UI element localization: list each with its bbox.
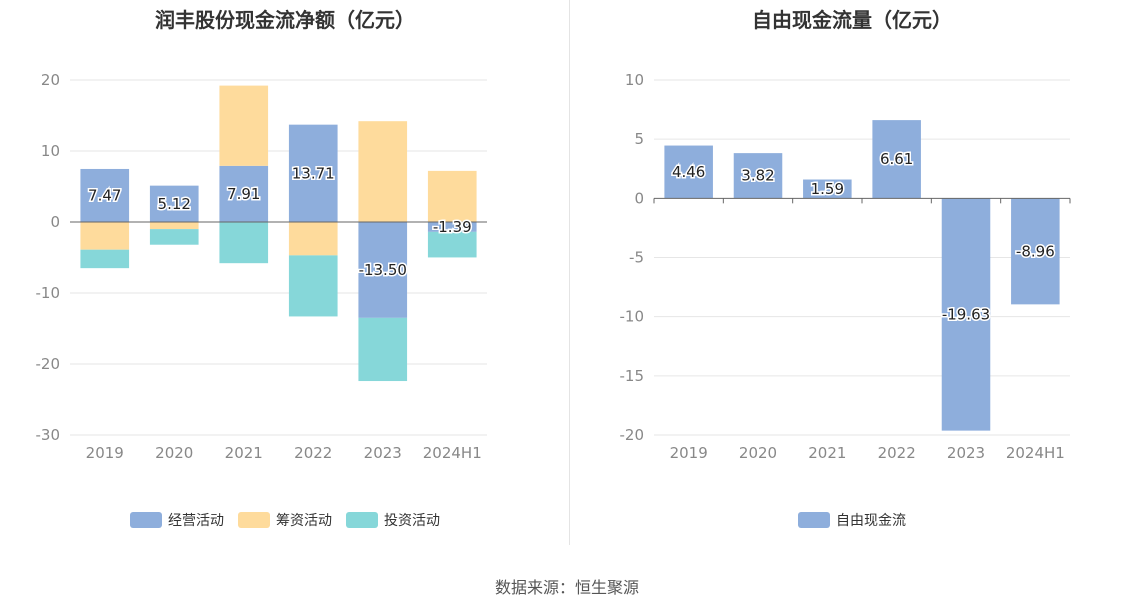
panel-divider	[569, 0, 570, 545]
x-tick-label: 2023	[364, 444, 402, 462]
bar-经营活动-2021	[219, 165, 269, 222]
x-tick-label: 2022	[878, 444, 916, 462]
legend: 自由现金流	[570, 510, 1134, 530]
data-label: -13.50	[359, 261, 407, 279]
legend-item[interactable]: 经营活动	[130, 510, 224, 530]
data-label: 3.82	[741, 167, 774, 185]
y-tick-label: -20	[620, 426, 645, 444]
legend-label: 经营活动	[168, 513, 224, 529]
x-tick-label: 2020	[739, 444, 777, 462]
data-label: 13.71	[292, 164, 335, 182]
chart-title: 润丰股份现金流净额（亿元）	[155, 8, 415, 32]
bar-投资活动-2021	[219, 222, 269, 264]
bar-投资活动-2023	[358, 317, 408, 382]
data-label: 1.59	[811, 180, 844, 198]
bar-经营活动-2023	[358, 222, 408, 318]
bar-筹资活动-2021	[219, 85, 269, 166]
bar-自由现金流-2021	[803, 179, 852, 199]
y-tick-label: 5	[634, 130, 644, 148]
x-tick-label: 2020	[155, 444, 193, 462]
legend-swatch	[798, 512, 830, 528]
x-tick-label: 2024H1	[1006, 444, 1065, 462]
y-tick-label: 10	[41, 142, 60, 160]
data-label: 6.61	[880, 150, 913, 168]
bar-投资活动-2024H1	[427, 231, 477, 258]
data-source-note: 数据来源：恒生聚源	[494, 578, 639, 597]
legend-swatch	[346, 512, 378, 528]
y-tick-label: 20	[41, 71, 60, 89]
data-label: 7.91	[227, 185, 260, 203]
bar-筹资活动-2022	[288, 222, 338, 256]
bar-经营活动-2019	[80, 168, 130, 222]
bar-自由现金流-2022	[872, 120, 921, 199]
y-tick-label: 0	[50, 213, 60, 231]
x-tick-label: 2022	[294, 444, 332, 462]
bar-自由现金流-2024H1	[1011, 198, 1060, 305]
bar-筹资活动-2020	[149, 222, 199, 230]
bar-经营活动-2020	[149, 185, 199, 222]
bar-自由现金流-2020	[733, 153, 783, 199]
bar-经营活动-2024H1	[427, 222, 477, 232]
legend-label: 筹资活动	[276, 513, 332, 529]
bar-筹资活动-2024H1	[427, 170, 477, 222]
free-cash-flow-chart-svg: 10 5 0 -5 -10 -15 -20 4.46 3.82 1.59 6.61 -19.63 -8.…	[620, 71, 1071, 462]
bar-投资活动-2022	[288, 255, 338, 317]
bar-经营活动-2022	[288, 124, 338, 222]
y-tick-label: -10	[620, 308, 645, 326]
y-tick-label: -5	[629, 249, 644, 267]
y-tick-label: -20	[36, 355, 61, 373]
free-cash-flow-chart-panel: 自由现金流量（亿元） 10 5 0 -5 -10 -15 -20 4.46 3.82 1.59 6.…	[570, 0, 1134, 545]
chart-title: 自由现金流量（亿元）	[752, 8, 952, 32]
cash-flow-chart-svg: 20 10 0 -10 -20 -30 7.47 5.12 7.91 13.71 -13.50 -1.…	[36, 71, 487, 462]
cash-flow-chart-panel: 润丰股份现金流净额（亿元） 20 10 0 -10 -20 -30 7.47 5.12 7.91…	[0, 0, 570, 545]
data-label: 7.47	[88, 186, 121, 204]
legend-swatch	[130, 512, 162, 528]
legend: 经营活动 筹资活动 投资活动	[0, 510, 570, 530]
legend-label: 投资活动	[384, 513, 440, 529]
x-tick-label: 2019	[86, 444, 124, 462]
y-tick-label: -30	[36, 426, 61, 444]
legend-swatch	[238, 512, 270, 528]
bar-投资活动-2019	[80, 249, 130, 269]
x-tick-label: 2021	[225, 444, 263, 462]
x-tick-label: 2019	[670, 444, 708, 462]
y-tick-label: -15	[620, 367, 645, 385]
data-label: -1.39	[433, 218, 472, 236]
legend-item[interactable]: 投资活动	[346, 510, 440, 530]
legend-item[interactable]: 自由现金流	[798, 510, 906, 530]
y-tick-label: 0	[634, 189, 644, 207]
data-label: -8.96	[1016, 242, 1055, 260]
data-label: 5.12	[158, 195, 191, 213]
bar-筹资活动-2023	[358, 121, 408, 222]
y-tick-label: -10	[36, 284, 61, 302]
legend-label: 自由现金流	[836, 513, 906, 529]
x-tick-label: 2021	[808, 444, 846, 462]
bar-自由现金流-2019	[664, 145, 713, 199]
x-tick-label: 2024H1	[423, 444, 482, 462]
bar-筹资活动-2019	[80, 222, 130, 250]
y-tick-label: 10	[625, 71, 644, 89]
data-label: -19.63	[942, 305, 990, 323]
bar-投资活动-2020	[149, 229, 199, 245]
x-tick-label: 2023	[947, 444, 985, 462]
bar-自由现金流-2023	[941, 198, 991, 431]
data-label: 4.46	[672, 163, 705, 181]
legend-item[interactable]: 筹资活动	[238, 510, 332, 530]
